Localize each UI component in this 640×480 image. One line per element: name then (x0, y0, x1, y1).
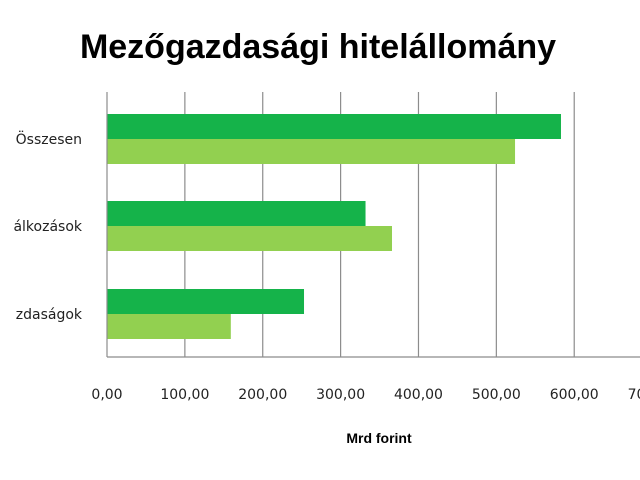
x-tick-label: 400,00 (394, 387, 443, 403)
category-label: zdaságok (16, 307, 83, 323)
category-label: Összesen (16, 130, 82, 148)
x-tick-labels: 0,00 100,00 200,00 300,00 400,00 500,00 600,00… (91, 387, 640, 403)
x-tick-label: 100,00 (160, 387, 209, 403)
x-tick-label: 300,00 (316, 387, 365, 403)
bar (107, 289, 305, 314)
x-tick-label: 500,00 (472, 387, 521, 403)
x-tick-label: 0,00 (91, 387, 122, 403)
bar (107, 314, 231, 339)
x-tick-label: 200,00 (238, 387, 287, 403)
x-axis-title: Mrd forint (346, 430, 412, 446)
bars (107, 114, 561, 339)
bar (107, 139, 516, 164)
category-label: álkozások (13, 219, 82, 235)
chart-title: Mezőgazdasági hitelállomány (80, 28, 556, 66)
bar (107, 226, 393, 251)
bar (107, 114, 561, 139)
axes (106, 92, 640, 358)
x-tick-label: 700,00 (628, 387, 640, 403)
category-labels: Összesen álkozások zdaságok (13, 130, 82, 323)
x-tick-label: 600,00 (550, 387, 599, 403)
bar (107, 201, 366, 226)
